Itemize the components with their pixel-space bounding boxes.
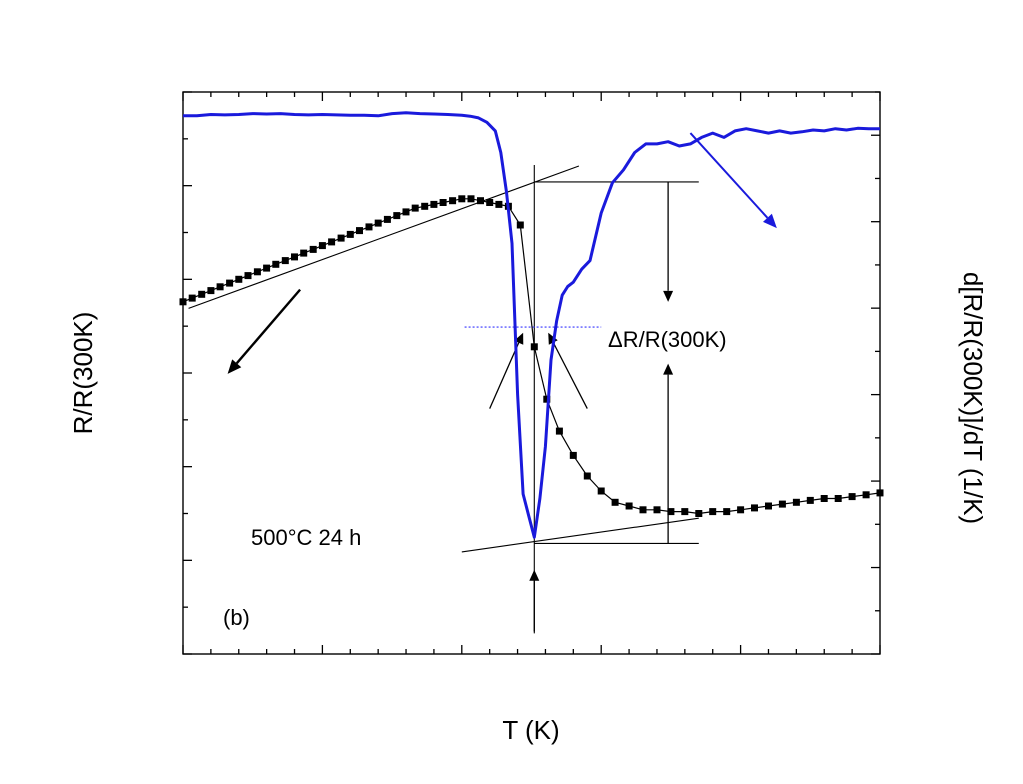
- tc-arrow-up: [529, 569, 540, 632]
- delta-arrow-down-head: [663, 290, 674, 302]
- panel-label: (b): [223, 605, 250, 630]
- resistance-point: [263, 264, 271, 272]
- resistance-point: [477, 197, 484, 205]
- resistance-point: [411, 204, 419, 212]
- tc-arrow-up-head: [529, 569, 540, 581]
- derivative-line: [183, 111, 880, 539]
- resistance-point: [486, 199, 494, 206]
- resistance-point: [207, 287, 215, 295]
- x-axis-title: T (K): [502, 715, 559, 745]
- resistance-point: [555, 427, 563, 435]
- resistance-point: [834, 495, 842, 502]
- resistance-point: [583, 472, 591, 480]
- width-arrow-left-head: [514, 332, 524, 345]
- right-axis-direction-arrow: [689, 132, 777, 229]
- resistance-point: [467, 195, 475, 203]
- lower-tangent-line: [461, 517, 699, 553]
- y-right-axis-title: d[R/R(300K)]/dT (1/K): [958, 272, 988, 524]
- resistance-point: [328, 238, 336, 246]
- resistance-point: [216, 283, 224, 291]
- resistance-point: [495, 200, 503, 208]
- resistance-point: [723, 508, 731, 516]
- resistance-point: [179, 298, 187, 306]
- resistance-point: [346, 230, 354, 238]
- resistance-point: [709, 508, 717, 516]
- axes-layer: [182, 91, 881, 655]
- width-arrow-left-shaft: [489, 342, 520, 409]
- width-arrow-right-shaft: [552, 342, 588, 409]
- delta-label: ΔR/R(300K): [608, 327, 727, 352]
- left-axis-direction-arrow-shaft: [235, 288, 302, 365]
- resistance-point: [765, 502, 772, 510]
- series-layer: [179, 111, 884, 539]
- resistance-point: [806, 496, 814, 504]
- resistance-point: [421, 202, 429, 210]
- resistance-point: [188, 294, 196, 302]
- resistance-point: [862, 491, 870, 499]
- sample-label: 500°C 24 h: [251, 525, 361, 550]
- left-axis-direction-arrow-head: [227, 359, 242, 374]
- resistance-point: [439, 199, 447, 206]
- delta-arrow-up: [663, 363, 674, 544]
- resistance-point: [253, 268, 261, 276]
- resistance-point: [695, 510, 703, 517]
- resistance-point: [393, 212, 401, 220]
- resistance-point: [876, 489, 884, 497]
- resistance-point: [356, 227, 363, 235]
- resistance-point: [625, 502, 633, 510]
- resistance-point: [383, 215, 391, 223]
- resistance-point: [530, 343, 538, 351]
- resistance-point: [244, 272, 252, 280]
- width-arrow-left: [489, 332, 524, 409]
- resistance-line: [182, 198, 881, 515]
- right-axis-direction-arrow-head: [762, 213, 777, 229]
- resistance-point: [458, 195, 466, 203]
- resistance-point: [751, 504, 758, 512]
- resistance-point: [792, 498, 800, 506]
- resistance-point: [281, 257, 289, 265]
- resistance-point: [737, 506, 745, 514]
- right-axis-direction-arrow-shaft: [689, 132, 769, 219]
- resistance-point: [272, 260, 280, 268]
- resistance-point: [291, 253, 298, 261]
- upper-tangent-line: [188, 165, 580, 309]
- resistance-point: [653, 506, 661, 514]
- resistance-point: [667, 508, 675, 516]
- resistance-point: [611, 498, 619, 506]
- resistance-point: [226, 279, 234, 287]
- resistance-point: [309, 245, 317, 253]
- resistance-point: [365, 223, 373, 231]
- resistance-point: [848, 493, 856, 501]
- resistance-point: [300, 249, 308, 257]
- delta-arrow-down: [663, 181, 674, 302]
- resistance-point: [778, 500, 786, 508]
- resistance-point: [597, 487, 605, 495]
- left-axis-direction-arrow: [227, 288, 302, 374]
- resistance-point: [449, 197, 457, 205]
- resistance-point: [430, 200, 438, 208]
- resistance-point: [569, 451, 577, 459]
- resistance-point: [516, 221, 524, 229]
- resistance-point: [402, 208, 410, 216]
- resistance-point: [235, 275, 243, 283]
- resistance-point: [639, 506, 647, 514]
- resistance-point: [820, 495, 828, 502]
- y-left-axis-title: R/R(300K): [68, 312, 98, 435]
- resistance-point: [337, 234, 345, 242]
- plot-frame: [182, 91, 881, 655]
- resistance-point: [543, 395, 551, 403]
- delta-arrow-up-head: [663, 363, 674, 375]
- resistance-point: [318, 242, 326, 250]
- resistance-point: [374, 219, 382, 227]
- resistance-point: [198, 290, 206, 298]
- resistance-point: [681, 508, 689, 516]
- guides-layer: [188, 132, 777, 634]
